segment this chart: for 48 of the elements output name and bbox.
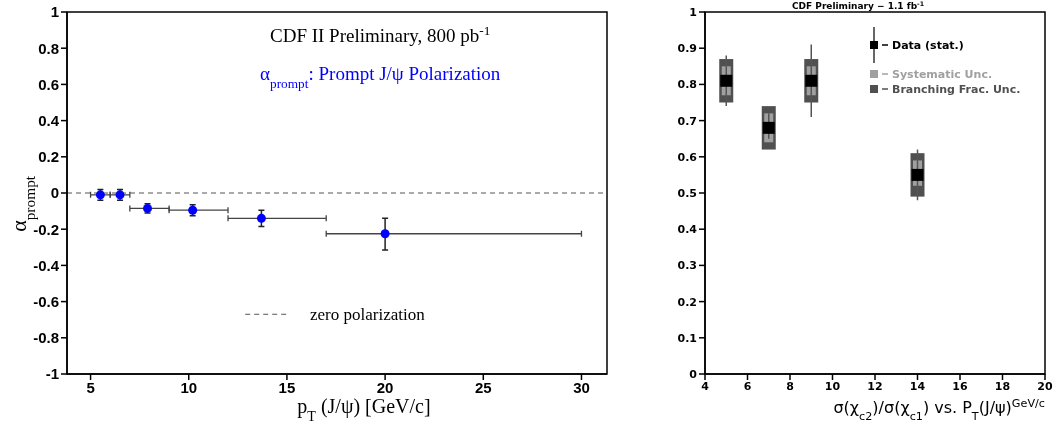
y-tick-label: 0.8 (38, 39, 59, 57)
y-tick-label: 1 (50, 3, 59, 21)
y-tick-label: 0 (50, 184, 59, 202)
y-tick-label: 0.6 (38, 75, 59, 93)
x-tick-label: 14 (909, 379, 926, 393)
y-tick-label: 0.9 (677, 42, 697, 56)
y-tick-label: -0.2 (33, 220, 59, 238)
legend-label: Systematic Unc. (892, 68, 993, 81)
x-tick-label: 12 (867, 379, 883, 393)
x-tick-label: 8 (786, 379, 794, 393)
y-tick-label: 0.5 (677, 186, 697, 200)
x-tick-label: 18 (994, 379, 1011, 393)
x-tick-label: 15 (278, 378, 296, 396)
x-tick-label: 10 (180, 378, 198, 396)
y-tick-label: 1 (689, 5, 697, 19)
text: CDF II Preliminary, 800 pb$^{-1}$ (269, 22, 491, 46)
x-axis-title: σ(χ$_{c2}$)/σ(χ$_{c1}$) vs. P$_{T}$(J/ψ)$^{GeV/c}$ (833, 396, 1045, 423)
x-tick-label: 5 (86, 378, 95, 396)
y-tick-label: -0.4 (33, 256, 60, 274)
y-tick-label: 0 (689, 367, 698, 381)
chart-title: CDF Preliminary − 1.1 fb$^{-1}$ (791, 0, 925, 11)
x-tick-label: 20 (376, 378, 394, 396)
x-tick-label: 10 (824, 379, 841, 393)
y-tick-label: -1 (45, 365, 59, 383)
y-tick-label: -0.6 (33, 292, 59, 310)
x-tick-label: 25 (474, 378, 492, 396)
point (256, 213, 266, 223)
y-tick-label: -0.8 (33, 329, 59, 347)
y-tick-label: 0.8 (677, 78, 697, 92)
legend-label: Data (stat.) (892, 39, 964, 52)
y-tick-label: 0.6 (677, 150, 698, 164)
text: α$_{prompt}$: Prompt J/ψ Polarization (260, 63, 501, 91)
point (380, 229, 390, 239)
x-tick-label: 6 (743, 379, 752, 393)
x-tick-label: 16 (952, 379, 968, 393)
x-axis-title: p$_{T}$ (J/ψ) [GeV/c] (297, 395, 431, 424)
y-tick-label: 0.4 (38, 111, 60, 129)
x-tick-label: 4 (701, 379, 710, 393)
legend-label: Branching Frac. Unc. (892, 83, 1021, 96)
y-tick-label: 0.2 (677, 295, 697, 309)
y-tick-label: 0.1 (677, 331, 697, 345)
x-tick-label: 30 (573, 378, 590, 396)
legend-label: zero polarization (310, 305, 426, 325)
y-tick-label: 0.2 (38, 148, 59, 166)
y-tick-label: 0.3 (677, 259, 697, 273)
y-tick-label: 0.7 (677, 114, 697, 128)
x-tick-label: 20 (1037, 379, 1053, 393)
y-tick-label: 0.4 (677, 223, 698, 237)
